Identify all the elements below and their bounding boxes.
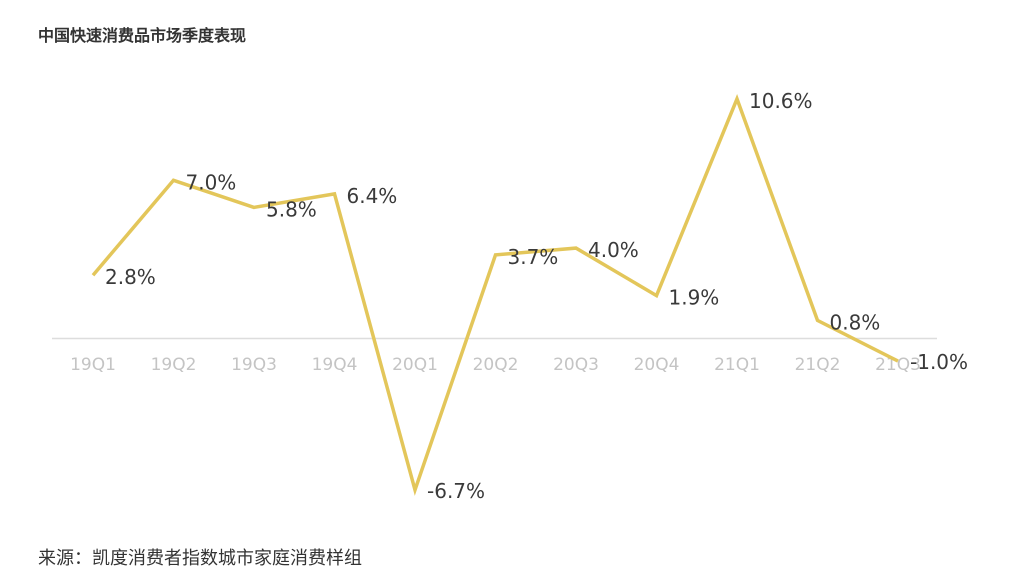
data-label: 0.8% bbox=[830, 310, 881, 334]
x-tick-label: 21Q2 bbox=[795, 355, 841, 375]
data-label: 6.4% bbox=[347, 184, 398, 208]
x-tick-label: 20Q4 bbox=[634, 355, 680, 375]
data-label: -1.0% bbox=[910, 350, 968, 374]
x-tick-label: 20Q2 bbox=[473, 355, 519, 375]
data-label: 10.6% bbox=[749, 89, 813, 113]
x-tick-label: 19Q1 bbox=[70, 355, 116, 375]
x-tick-label: 19Q3 bbox=[231, 355, 277, 375]
data-label: 2.8% bbox=[105, 265, 156, 289]
data-label: 4.0% bbox=[588, 238, 639, 262]
data-label: 7.0% bbox=[186, 170, 237, 194]
x-tick-label: 20Q3 bbox=[553, 355, 599, 375]
x-tick-label: 20Q1 bbox=[392, 355, 438, 375]
data-label: 5.8% bbox=[266, 197, 317, 221]
source-note: 来源：凯度消费者指数城市家庭消费样组 bbox=[38, 548, 362, 569]
data-label: 1.9% bbox=[669, 286, 720, 310]
x-tick-label: 19Q2 bbox=[151, 355, 197, 375]
x-tick-label: 21Q1 bbox=[714, 355, 760, 375]
data-label: -6.7% bbox=[427, 479, 485, 503]
chart-title: 中国快速消费品市场季度表现 bbox=[38, 26, 247, 45]
x-tick-label: 21Q3 bbox=[875, 355, 921, 375]
series-line bbox=[91, 94, 899, 496]
data-label: 3.7% bbox=[508, 245, 559, 269]
x-tick-label: 19Q4 bbox=[312, 355, 358, 375]
